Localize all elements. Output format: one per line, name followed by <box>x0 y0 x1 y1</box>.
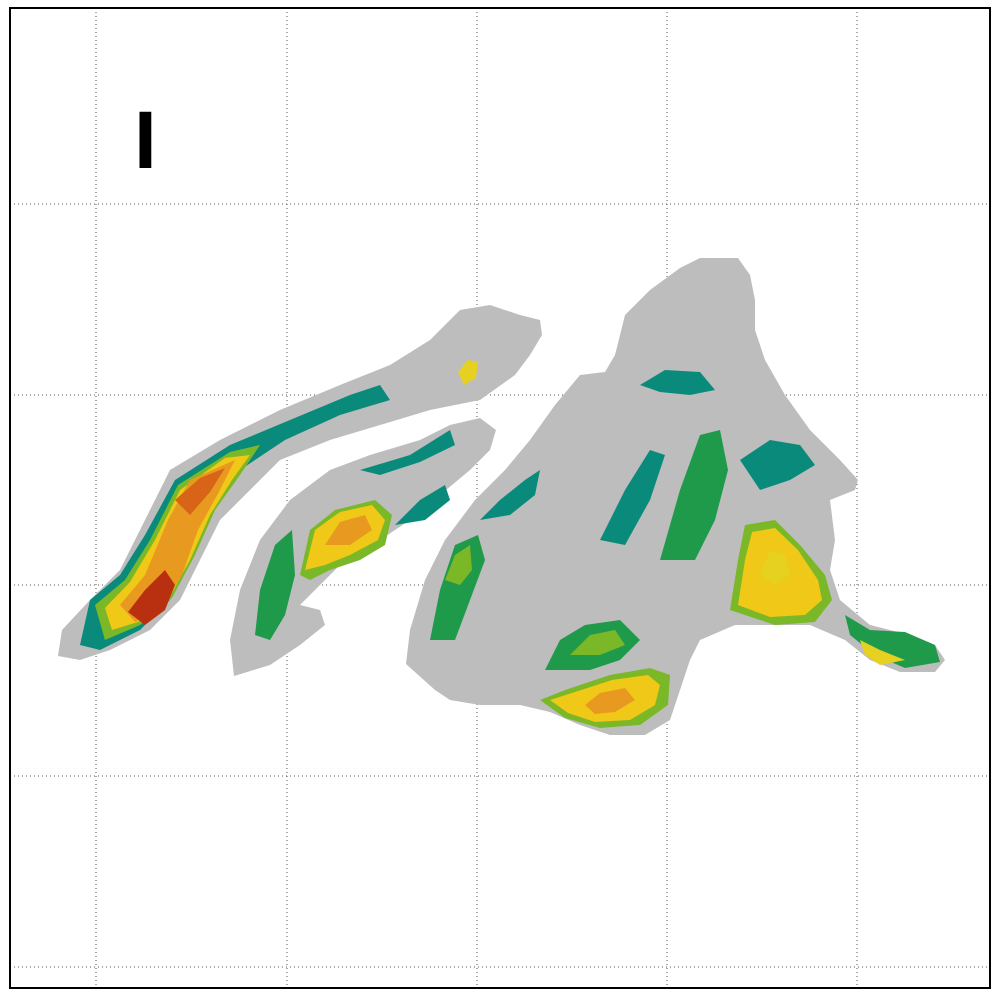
patch-yellow-east-1 <box>445 545 472 585</box>
patch-darkorange <box>175 468 225 515</box>
patch-teal-east-2 <box>480 470 540 520</box>
patch-teal-mid <box>255 530 295 640</box>
patch-red <box>128 570 175 625</box>
patch-yellow-tail <box>860 640 905 665</box>
patch-teal-east-3 <box>600 450 665 545</box>
panel-label: I <box>134 95 157 186</box>
map-frame-border <box>9 7 991 989</box>
patch-teal-east-5 <box>740 440 815 490</box>
patch-orange <box>120 460 235 622</box>
patch-orange-south2 <box>585 688 635 714</box>
patch-teal-mid2 <box>360 430 455 475</box>
patch-orange-mid <box>325 515 372 545</box>
patch-green-south <box>570 630 625 655</box>
patch-teal-east-6 <box>640 370 715 395</box>
heat-patches <box>80 360 940 728</box>
patch-teal-east-4 <box>660 430 728 560</box>
patch-orange-east-block <box>760 550 790 585</box>
patch-teal-mid3 <box>395 485 450 525</box>
patch-teal-tail <box>845 615 940 668</box>
patch-yellow-small <box>458 360 478 385</box>
